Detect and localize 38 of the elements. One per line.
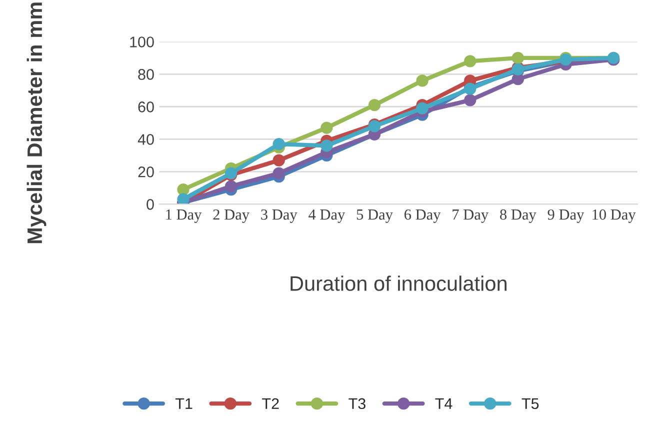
y-tick-label: 80 [138, 69, 154, 80]
legend-label: T4 [435, 398, 452, 409]
point [512, 52, 524, 64]
legend-label: T2 [262, 398, 279, 409]
point [368, 98, 381, 112]
x-tick-label: 6 Day [404, 209, 441, 223]
point [177, 183, 190, 196]
point [464, 94, 476, 106]
y-tick-label: 0 [146, 199, 154, 210]
point [320, 140, 333, 152]
x-tick-label: 1 Day [166, 209, 202, 223]
point [272, 167, 285, 180]
point [320, 122, 333, 134]
x-axis-title: Duration of innoculation [290, 276, 506, 291]
point [416, 74, 428, 87]
y-tick-label: 20 [138, 166, 154, 178]
point [416, 102, 428, 114]
y-tick-label: 100 [130, 36, 154, 48]
point [272, 154, 285, 166]
x-tick-label: 3 Day [261, 209, 298, 223]
x-tick-label: 4 Day [308, 209, 346, 223]
legend-label: T1 [175, 398, 192, 409]
point [272, 138, 285, 150]
x-tick-label: 7 Day [452, 210, 489, 223]
x-tick-label: 10 Day [592, 209, 636, 223]
x-tick-label: 9 Day [548, 209, 584, 223]
x-tick-label: 8 Day [500, 209, 536, 223]
x-tick-label: 2 Day [213, 209, 250, 223]
point [512, 72, 524, 86]
point [224, 180, 238, 192]
legend-label: T5 [522, 398, 539, 410]
y-axis-title: Mycelial Diameter in mm [26, 2, 46, 244]
point [177, 193, 190, 204]
y-tick-label: 60 [138, 102, 154, 112]
x-tick-label: 5 Day [356, 210, 393, 223]
point [464, 55, 476, 68]
legend-label: T3 [348, 398, 366, 410]
y-tick-label: 40 [138, 134, 154, 145]
